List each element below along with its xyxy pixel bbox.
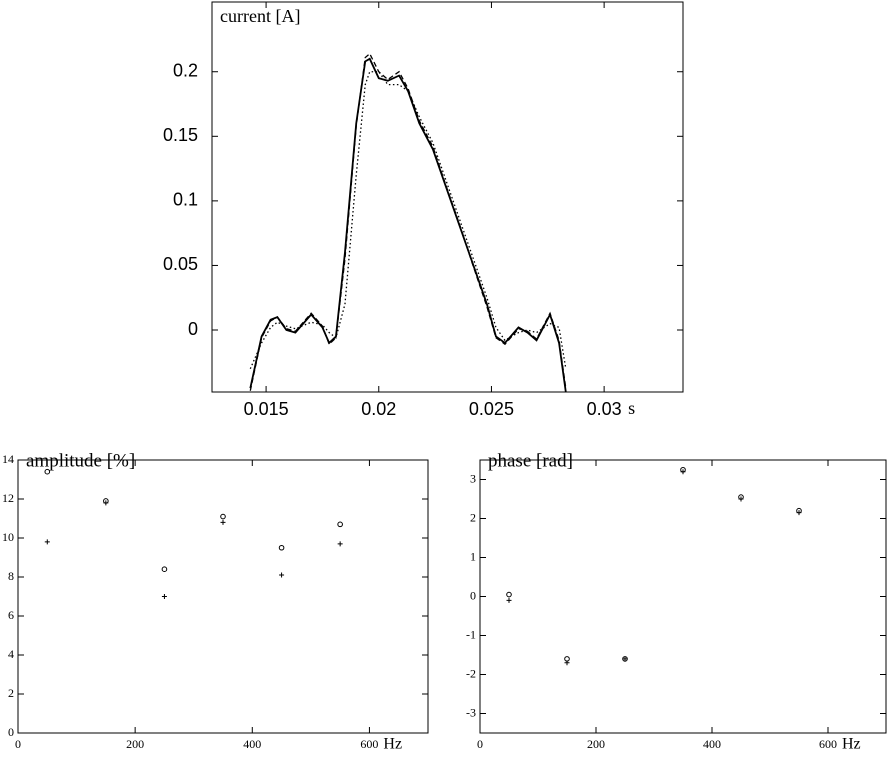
point-plus [738,496,744,502]
axes-box [211,1,684,393]
point-circle [44,468,51,475]
x-axis-label: Hz [842,736,861,753]
series-line [249,57,567,392]
axes-box [479,459,887,734]
y-tick-label: 8 [8,569,14,583]
point-plus [506,597,512,603]
y-tick-label: 4 [8,647,14,661]
point-plus [161,594,167,599]
series-line [249,52,567,391]
x-tick-label: 200 [587,737,605,751]
y-tick-label: 1 [470,549,476,563]
y-tick-label: 14 [2,452,14,466]
x-tick-label: 200 [126,737,144,751]
point-plus [564,660,570,666]
chart-title: current [A] [220,6,300,26]
y-tick-label: -2 [466,666,476,680]
point-circle [506,591,512,598]
y-tick-label: 0.15 [163,125,198,145]
x-tick-label: 0 [477,737,483,751]
series-line [249,71,567,370]
point-plus [103,500,109,506]
point-plus [622,656,628,662]
y-tick-label: 0 [470,588,476,602]
y-tick-label: 0 [188,319,198,339]
x-axis-label: Hz [383,736,402,753]
point-plus [220,519,226,525]
y-tick-label: 2 [470,510,476,524]
y-tick-label: 6 [8,608,14,622]
chart-title: phase [rad] [488,450,573,471]
point-circle [161,566,168,573]
y-tick-label: 0.1 [173,190,198,210]
y-tick-label: 0 [8,725,14,739]
point-circle [278,544,285,551]
x-tick-label: 400 [703,737,721,751]
y-tick-label: 0.05 [163,254,198,274]
point-circle [337,521,343,528]
x-tick-label: 0.03 [587,399,622,419]
y-tick-label: 2 [8,686,14,700]
x-axis-label: s [628,398,635,418]
point-plus [680,469,686,475]
point-plus [279,572,285,578]
x-tick-label: 0.025 [469,399,514,419]
x-tick-label: 0.015 [244,399,289,419]
axes-box [17,459,429,734]
y-tick-label: 10 [2,530,14,544]
x-tick-label: 600 [360,737,378,751]
point-plus [44,539,50,545]
y-tick-label: 3 [470,471,476,485]
x-tick-label: 0 [15,737,21,751]
point-plus [337,541,343,547]
y-tick-label: 0.2 [173,60,198,80]
y-tick-label: 12 [2,491,14,505]
x-tick-label: 400 [243,737,261,751]
point-circle [220,513,226,520]
y-tick-label: -1 [466,627,476,641]
chart-title: amplitude [%] [26,450,135,471]
x-tick-label: 0.02 [361,399,396,419]
y-tick-label: -3 [466,705,476,719]
x-tick-label: 600 [819,737,837,751]
point-plus [796,510,802,516]
